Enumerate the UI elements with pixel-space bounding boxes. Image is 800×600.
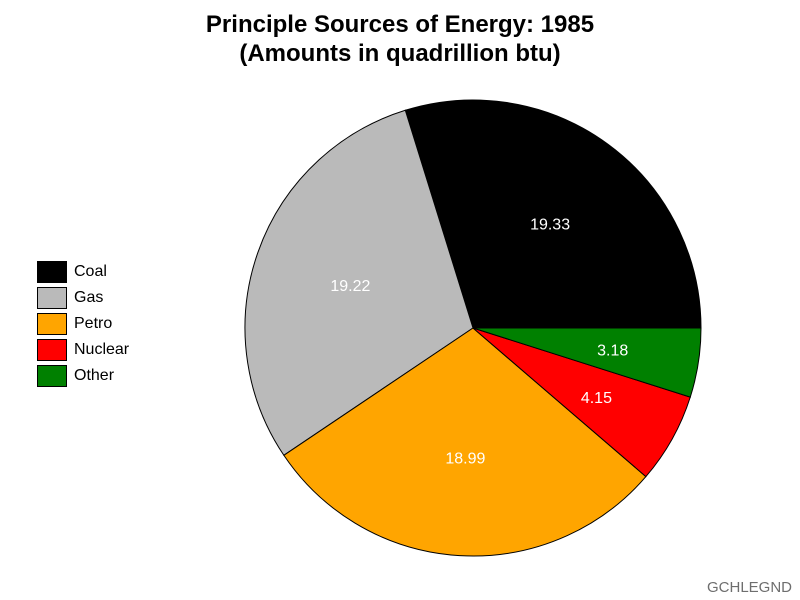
legend-label: Petro (74, 315, 113, 332)
slice-value-label-nuclear: 4.15 (581, 390, 612, 407)
legend-label: Gas (74, 289, 104, 306)
slice-value-label-other: 3.18 (597, 343, 628, 360)
footer-label: GCHLEGND (706, 579, 792, 596)
legend-item-coal: Coal (37, 259, 129, 285)
slice-value-label-coal: 19.33 (530, 216, 570, 233)
legend-swatch (37, 261, 67, 283)
legend-swatch (37, 287, 67, 309)
slice-value-label-gas: 19.22 (330, 278, 370, 295)
legend-item-other: Other (37, 363, 129, 389)
chart-title-line-2: (Amounts in quadrillion btu) (239, 40, 561, 67)
legend-swatch (37, 313, 67, 335)
legend-item-nuclear: Nuclear (37, 337, 129, 363)
legend-label: Nuclear (74, 341, 130, 358)
pie-slice-gas (244, 109, 474, 456)
legend-swatch (37, 365, 67, 387)
legend-label: Coal (74, 263, 107, 280)
legend-swatch (37, 339, 67, 361)
pie-slice-petro (283, 327, 647, 557)
pie-slice-coal (404, 99, 702, 329)
pie-slice-other (472, 327, 702, 398)
legend: Coal Gas Petro Nuclear Other (37, 259, 129, 389)
chart-title-line-1: Principle Sources of Energy: 1985 (205, 11, 595, 38)
legend-label: Other (74, 367, 115, 384)
legend-item-gas: Gas (37, 285, 129, 311)
legend-item-petro: Petro (37, 311, 129, 337)
slice-value-label-petro: 18.99 (445, 451, 485, 468)
chart-title: Principle Sources of Energy: 1985 (Amoun… (0, 10, 800, 68)
